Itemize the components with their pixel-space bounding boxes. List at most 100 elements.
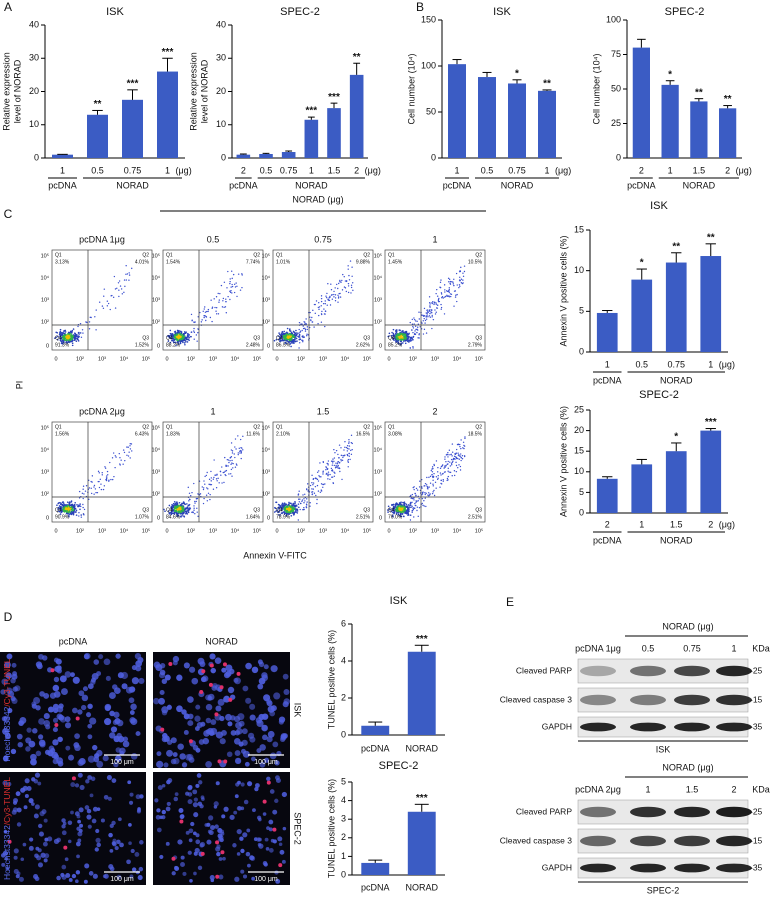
group-label: pcDNA: [593, 375, 622, 385]
tunel-signal: [215, 875, 219, 879]
event-dot: [455, 296, 456, 297]
nucleus: [156, 815, 161, 820]
event-dot: [445, 465, 446, 466]
event-dot: [241, 287, 242, 288]
event-dot: [348, 292, 349, 293]
event-dot: [79, 503, 81, 505]
event-dot: [407, 341, 409, 343]
event-dot: [337, 454, 338, 455]
event-dot: [229, 283, 230, 284]
event-dot: [226, 465, 227, 466]
event-dot: [82, 493, 83, 494]
nucleus: [122, 683, 128, 689]
nucleus: [230, 715, 235, 720]
event-dot: [120, 460, 121, 461]
nucleus: [25, 778, 30, 783]
event-dot: [298, 519, 299, 520]
bar: [666, 263, 687, 352]
event-dot: [290, 512, 292, 514]
event-dot: [213, 298, 214, 299]
event-dot: [284, 505, 286, 507]
event-dot: [401, 339, 403, 341]
quadrant-percent: 1.07%: [135, 514, 150, 520]
x-tick-label: 1: [668, 165, 673, 175]
event-dot: [341, 460, 342, 461]
event-dot: [424, 308, 425, 309]
event-dot: [437, 296, 438, 297]
event-dot: [398, 333, 400, 335]
y-tick-label: 4: [341, 655, 346, 665]
chart-title: SPEC-2: [280, 6, 320, 18]
event-dot: [216, 313, 217, 314]
event-dot: [278, 332, 280, 334]
event-dot: [98, 471, 99, 472]
event-dot: [92, 475, 93, 476]
row-label: SPEC-2: [293, 812, 303, 845]
quadrant-name: Q1: [55, 252, 62, 258]
event-dot: [395, 340, 397, 342]
event-dot: [212, 306, 213, 307]
nucleus: [80, 785, 85, 790]
event-dot: [94, 316, 95, 317]
event-dot: [416, 321, 417, 322]
event-dot: [233, 274, 234, 275]
nucleus: [135, 660, 142, 667]
event-dot: [223, 307, 224, 308]
event-dot: [422, 492, 423, 493]
event-dot: [295, 341, 297, 343]
event-dot: [437, 471, 438, 472]
event-dot: [242, 436, 243, 437]
x-tick-label: 1: [544, 165, 549, 175]
nucleus: [84, 653, 91, 660]
row-label: Cleaved PARP: [516, 665, 572, 675]
nucleus: [83, 686, 88, 691]
event-dot: [294, 509, 296, 511]
significance: ***: [328, 92, 340, 103]
nucleus: [86, 814, 91, 819]
nucleus: [280, 850, 285, 855]
nucleus: [65, 746, 70, 751]
event-dot: [402, 331, 404, 333]
y-tick-label: 0: [34, 152, 39, 162]
event-dot: [460, 439, 461, 440]
group-label: pcDNA: [627, 180, 656, 190]
nucleus: [195, 784, 199, 788]
event-dot: [404, 503, 406, 505]
nucleus: [103, 755, 109, 761]
event-dot: [119, 463, 120, 464]
nucleus: [53, 685, 60, 692]
event-dot: [460, 267, 461, 268]
bar: [122, 100, 143, 158]
event-dot: [299, 342, 300, 343]
event-dot: [350, 450, 351, 451]
x-tick-label: 1: [165, 165, 170, 175]
event-dot: [287, 512, 289, 514]
event-dot: [310, 320, 311, 321]
nucleus: [257, 684, 263, 690]
nucleus: [39, 691, 45, 697]
event-dot: [426, 332, 427, 333]
event-dot: [207, 500, 208, 501]
event-dot: [76, 514, 78, 516]
y-tick-label: 10³: [262, 297, 270, 303]
event-dot: [82, 329, 83, 330]
event-dot: [309, 506, 310, 507]
significance: **: [695, 87, 703, 98]
event-dot: [314, 493, 315, 494]
event-dot: [414, 334, 415, 335]
tunel-signal: [171, 857, 175, 861]
event-dot: [190, 507, 191, 508]
event-dot: [230, 457, 231, 458]
band: [716, 666, 752, 677]
event-dot: [283, 331, 285, 333]
event-dot: [343, 449, 344, 450]
nucleus: [35, 847, 39, 851]
nucleus: [235, 758, 241, 764]
event-dot: [163, 509, 165, 511]
event-dot: [64, 506, 66, 508]
nucleus: [187, 720, 193, 726]
x-tick-label: 0: [275, 528, 278, 534]
event-dot: [188, 500, 189, 501]
event-dot: [232, 286, 233, 287]
